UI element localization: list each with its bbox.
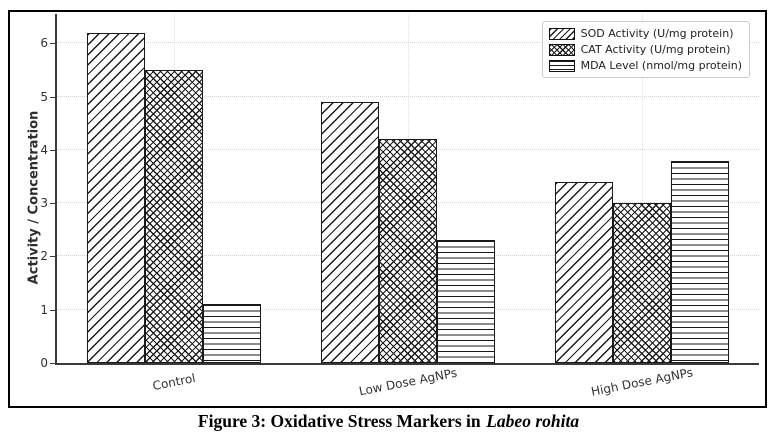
legend-item-mda: MDA Level (nmol/mg protein) — [548, 59, 742, 72]
y-tick-mark-2 — [50, 256, 55, 258]
bar-sod-control — [87, 32, 145, 363]
vertical-gridline-high-dose-agnps — [642, 14, 643, 363]
caption-text: Figure 3: Oxidative Stress Markers in — [197, 411, 481, 431]
y-tick-label-6: 6 — [40, 36, 48, 51]
y-tick-mark-4 — [50, 149, 55, 151]
bar-sod-high-dose-agnps — [555, 181, 613, 363]
y-tick-label-4: 4 — [40, 142, 48, 157]
legend-label: SOD Activity (U/mg protein) — [580, 27, 734, 40]
y-tick-label-0: 0 — [40, 356, 48, 370]
diagonal-hatch-swatch-icon — [548, 27, 575, 40]
legend-item-sod: SOD Activity (U/mg protein) — [548, 27, 742, 40]
y-tick-label-3: 3 — [40, 196, 48, 211]
plot-area — [55, 14, 759, 365]
y-tick-mark-5 — [50, 96, 55, 98]
legend: SOD Activity (U/mg protein) CAT Activity … — [541, 21, 750, 78]
y-tick-label-2: 2 — [40, 249, 48, 264]
bar-cat-control — [145, 69, 203, 363]
y-tick-mark-3 — [50, 203, 55, 205]
horizontal-gridline-5 — [57, 95, 759, 97]
legend-label: CAT Activity (U/mg protein) — [580, 43, 731, 56]
y-tick-mark-1 — [50, 309, 55, 311]
bar-mda-control — [203, 304, 261, 363]
bar-sod-low-dose-agnps — [321, 101, 379, 363]
horizontal-hatch-swatch-icon — [548, 59, 575, 72]
y-tick-mark-6 — [50, 43, 55, 45]
y-tick-label-1: 1 — [40, 302, 48, 317]
horizontal-gridline-6 — [57, 42, 759, 44]
figure-caption: Figure 3: Oxidative Stress Markers in Lab… — [0, 411, 777, 432]
legend-item-cat: CAT Activity (U/mg protein) — [548, 43, 742, 56]
crosshatch-hatch-swatch-icon — [548, 43, 575, 56]
y-tick-label-5: 5 — [40, 89, 48, 104]
legend-label: MDA Level (nmol/mg protein) — [580, 59, 742, 72]
bar-cat-low-dose-agnps — [379, 139, 437, 363]
bar-cat-high-dose-agnps — [613, 203, 671, 363]
caption-species: Labeo rohita — [486, 411, 580, 431]
bar-mda-high-dose-agnps — [671, 160, 729, 363]
y-tick-mark-0 — [50, 363, 55, 364]
bar-mda-low-dose-agnps — [437, 240, 495, 363]
